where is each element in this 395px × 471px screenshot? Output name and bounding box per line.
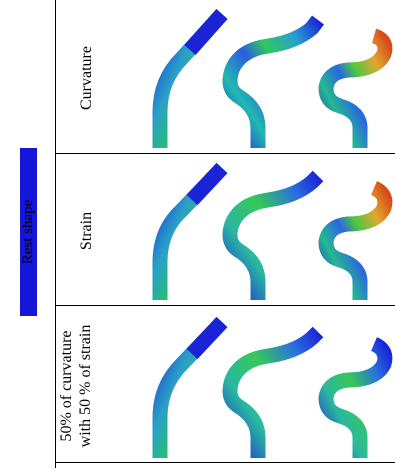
strain-shape-1 xyxy=(152,162,228,300)
curvature-shape-2 xyxy=(222,15,324,148)
strain-shape-2 xyxy=(222,170,324,300)
mixed-shape-1 xyxy=(152,316,228,458)
mixed-shape-2 xyxy=(222,326,324,458)
strain-shape-3 xyxy=(318,181,393,300)
curvature-shape-1 xyxy=(152,8,228,148)
grid-rule-1 xyxy=(55,153,395,154)
grid-rule-3 xyxy=(55,462,395,463)
grid-vertical-rule xyxy=(55,0,56,468)
grid-rule-2 xyxy=(55,305,395,306)
mixed-shape-3 xyxy=(318,337,393,458)
curvature-shape-3 xyxy=(318,28,393,148)
rest-shape-bar xyxy=(20,148,37,316)
